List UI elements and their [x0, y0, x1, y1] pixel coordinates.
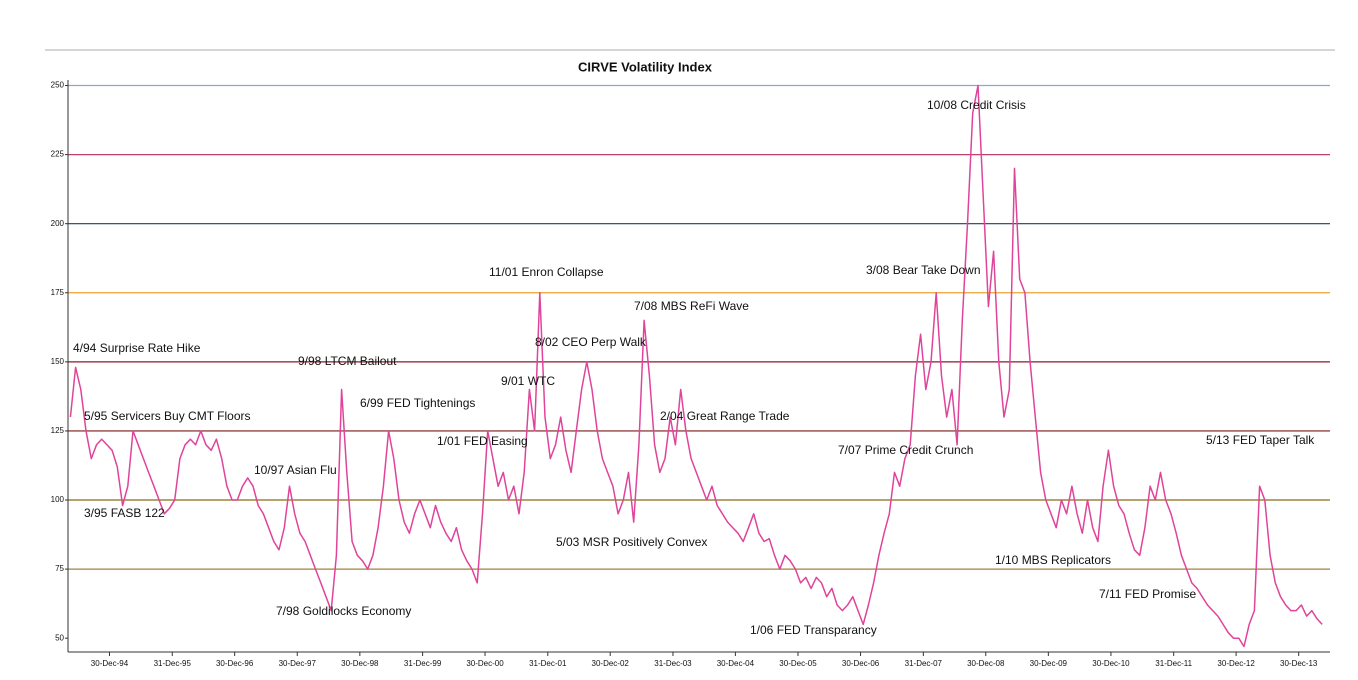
x-tick-label: 30-Dec-94	[91, 659, 129, 668]
x-tick-label: 30-Dec-09	[1030, 659, 1068, 668]
annotation: 8/02 CEO Perp Walk	[535, 335, 647, 349]
y-tick-label: 225	[51, 150, 65, 159]
y-tick-label: 75	[55, 564, 64, 573]
x-tick-label: 30-Dec-00	[466, 659, 504, 668]
y-tick-label: 175	[51, 288, 65, 297]
annotation: 4/94 Surprise Rate Hike	[73, 341, 201, 355]
annotation: 3/95 FASB 122	[84, 506, 165, 520]
annotation: 5/95 Servicers Buy CMT Floors	[84, 409, 251, 423]
annotation: 10/97 Asian Flu	[254, 463, 337, 477]
annotation: 5/03 MSR Positively Convex	[556, 535, 707, 549]
x-tick-label: 30-Dec-98	[341, 659, 379, 668]
x-tick-label: 30-Dec-12	[1217, 659, 1255, 668]
x-tick-label: 31-Dec-95	[154, 659, 192, 668]
annotation: 5/13 FED Taper Talk	[1206, 433, 1315, 447]
y-tick-label: 50	[55, 633, 64, 642]
annotation: 7/07 Prime Credit Crunch	[838, 443, 973, 457]
x-tick-label: 30-Dec-04	[717, 659, 755, 668]
annotation: 1/01 FED Easing	[437, 434, 528, 448]
y-tick-label: 200	[51, 219, 65, 228]
annotation: 7/08 MBS ReFi Wave	[634, 299, 749, 313]
data-line	[69, 84, 1323, 648]
annotation: 1/06 FED Transparancy	[750, 623, 877, 637]
x-tick-label: 30-Dec-08	[967, 659, 1005, 668]
y-tick-label: 150	[51, 357, 65, 366]
x-tick-label: 31-Dec-03	[654, 659, 692, 668]
x-tick-label: 30-Dec-97	[279, 659, 317, 668]
y-tick-label: 125	[51, 426, 65, 435]
annotation: 10/08 Credit Crisis	[927, 98, 1026, 112]
x-tick-label: 30-Dec-06	[842, 659, 880, 668]
x-tick-label: 31-Dec-07	[905, 659, 943, 668]
annotation: 7/11 FED Promise	[1099, 587, 1196, 601]
x-tick-label: 30-Dec-02	[592, 659, 630, 668]
x-tick-label: 31-Dec-99	[404, 659, 442, 668]
annotation: 1/10 MBS Replicators	[995, 553, 1111, 567]
annotation: 2/04 Great Range Trade	[660, 409, 790, 423]
x-tick-label: 30-Dec-10	[1092, 659, 1130, 668]
annotation: 7/98 Goldilocks Economy	[276, 604, 411, 618]
annotation: 3/08 Bear Take Down	[866, 263, 981, 277]
x-tick-label: 30-Dec-96	[216, 659, 254, 668]
y-tick-label: 100	[51, 495, 65, 504]
annotation: 9/01 WTC	[501, 374, 555, 388]
x-tick-label: 30-Dec-13	[1280, 659, 1318, 668]
x-tick-label: 31-Dec-11	[1155, 659, 1192, 668]
annotation: 9/98 LTCM Bailout	[298, 354, 397, 368]
x-tick-label: 30-Dec-05	[779, 659, 817, 668]
annotation: 6/99 FED Tightenings	[360, 396, 475, 410]
annotation: 11/01 Enron Collapse	[489, 265, 604, 279]
chart-title: CIRVE Volatility Index	[578, 59, 713, 74]
x-tick-label: 31-Dec-01	[529, 659, 567, 668]
y-tick-label: 250	[51, 81, 65, 90]
